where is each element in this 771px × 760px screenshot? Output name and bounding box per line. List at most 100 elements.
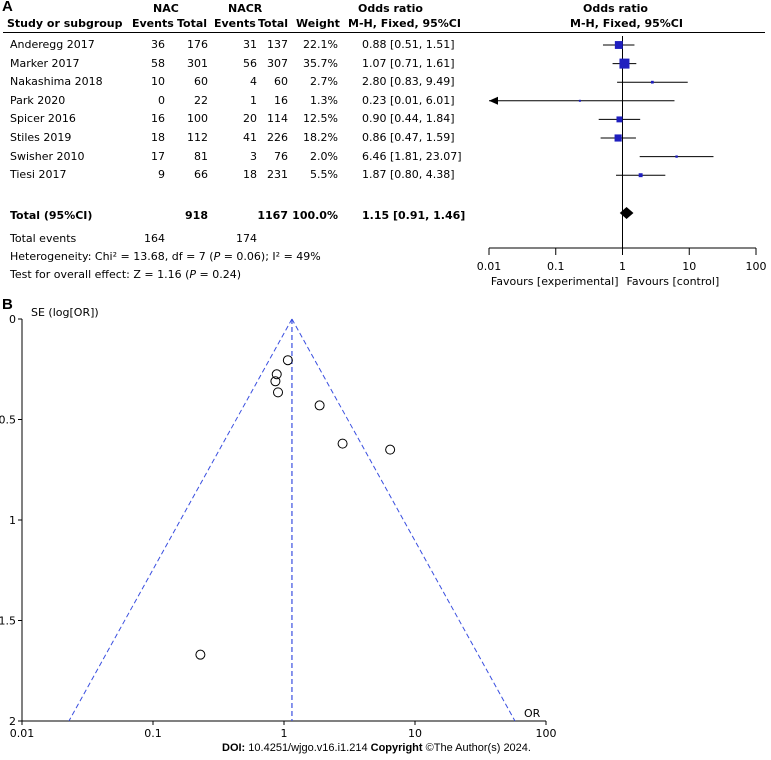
ci-text: 0.90 [0.44, 1.84]: [362, 112, 455, 126]
ci-text: 1.07 [0.71, 1.61]: [362, 56, 455, 70]
funnel-point: [385, 444, 396, 455]
weight-value: 1.3%: [310, 93, 338, 107]
funnel-y-label: SE (log[OR]): [31, 306, 99, 319]
footer-credit: DOI: 10.4251/wjgo.v16.i1.214 Copyright ©…: [222, 742, 531, 754]
total2-header: Total: [258, 17, 289, 30]
weight-value: 35.7%: [303, 56, 338, 70]
funnel-point: [273, 387, 284, 398]
funnel-x-tick-label: 1: [281, 727, 288, 740]
favours-right-label: Favours [control]: [627, 275, 720, 288]
funnel-y-tick-label: 1: [9, 514, 16, 527]
events1-value: 0: [158, 93, 165, 107]
total1-value: 918: [185, 209, 208, 222]
funnel-limit-right: [291, 318, 516, 722]
total1-value: 81: [194, 149, 208, 163]
total2-value: 307: [267, 56, 288, 70]
total2-value: 76: [274, 149, 288, 163]
total1-value: 66: [194, 168, 208, 182]
events2-value: 56: [243, 56, 257, 70]
study-name: Stiles 2019: [10, 131, 72, 144]
funnel-x-tick-label: 0.1: [144, 727, 162, 740]
study-header: Study or subgroup: [7, 17, 123, 30]
weight-value: 2.7%: [310, 75, 338, 89]
study-name: Tiesi 2017: [10, 168, 67, 182]
ci-text: 0.86 [0.47, 1.59]: [362, 131, 455, 144]
events2-value: 41: [243, 131, 257, 144]
events1-value: 58: [151, 56, 165, 70]
study-marker: [614, 41, 623, 49]
total1-value: 176: [187, 38, 208, 51]
or-method-header: M-H, Fixed, 95%CI: [348, 17, 461, 30]
total2-value: 231: [267, 168, 288, 182]
funnel-y-tick-label: 2: [9, 715, 16, 728]
events1-value: 9: [158, 168, 165, 182]
funnel-x-label: OR: [524, 707, 541, 720]
ci-text: 0.88 [0.51, 1.51]: [362, 38, 455, 51]
weight-value: 22.1%: [303, 38, 338, 51]
ci-text: 6.46 [1.81, 23.07]: [362, 149, 462, 163]
total2-value: 137: [267, 38, 288, 51]
weight-value: 12.5%: [303, 112, 338, 126]
ci-arrow: [489, 96, 498, 105]
events1-value: 10: [151, 75, 165, 89]
forest-x-tick-label: 1: [619, 260, 626, 273]
funnel-limit-left: [68, 318, 293, 722]
total-label: Total (95%CI): [10, 209, 93, 222]
study-marker: [578, 99, 581, 102]
total1-header: Total: [177, 17, 208, 30]
weight-value: 18.2%: [303, 131, 338, 144]
total-events1: 164: [144, 232, 165, 245]
total2-value: 1167: [257, 209, 288, 222]
funnel-point: [270, 376, 281, 387]
heterogeneity-text: Heterogeneity: Chi² = 13.68, df = 7 (P =…: [10, 250, 321, 263]
forest-x-tick-label: 0.01: [477, 260, 502, 273]
study-name: Nakashima 2018: [10, 75, 103, 89]
events1-value: 18: [151, 131, 165, 144]
funnel-x-tick-label: 0.01: [10, 727, 35, 740]
header-rule: [3, 32, 765, 33]
study-marker: [675, 155, 678, 158]
panel-b-label: B: [2, 296, 13, 313]
forest-x-tick-label: 0.1: [547, 260, 565, 273]
funnel-point: [314, 400, 325, 411]
funnel-x-tick-label: 10: [408, 727, 422, 740]
total1-value: 112: [187, 131, 208, 144]
events1-value: 17: [151, 149, 165, 163]
funnel-point: [195, 649, 206, 660]
weight-value: 2.0%: [310, 149, 338, 163]
study-marker: [614, 134, 622, 142]
forest-x-tick-label: 100: [746, 260, 767, 273]
events2-value: 1: [250, 93, 257, 107]
overall-effect-text: Test for overall effect: Z = 1.16 (P = 0…: [10, 268, 242, 281]
total2-value: 114: [267, 112, 288, 126]
events1-value: 36: [151, 38, 165, 51]
study-marker: [619, 58, 630, 69]
plot-title-header: Odds ratio: [583, 2, 648, 15]
funnel-y-tick-label: 0.5: [0, 414, 16, 427]
funnel-x-tick-label: 100: [536, 727, 557, 740]
total-diamond: [619, 207, 634, 219]
or-title-header: Odds ratio: [358, 2, 423, 15]
weight-header: Weight: [296, 17, 340, 30]
total1-value: 22: [194, 93, 208, 107]
panel-a-label: A: [2, 0, 13, 15]
events2-value: 3: [250, 149, 257, 163]
total-events2: 174: [236, 232, 257, 245]
group1-header: NAC: [153, 2, 179, 15]
total2-value: 60: [274, 75, 288, 89]
study-name: Marker 2017: [10, 56, 80, 70]
events2-value: 20: [243, 112, 257, 126]
events2-value: 31: [243, 38, 257, 51]
events2-header: Events: [214, 17, 256, 30]
weight-value: 5.5%: [310, 168, 338, 182]
funnel-y-tick-label: 1.5: [0, 615, 16, 628]
funnel-point: [271, 369, 282, 380]
events2-value: 4: [250, 75, 257, 89]
events1-header: Events: [132, 17, 174, 30]
ci-text: 2.80 [0.83, 9.49]: [362, 75, 455, 89]
group2-header: NACR: [228, 2, 263, 15]
study-marker: [638, 173, 643, 178]
total-weight: 100.0%: [292, 209, 338, 222]
funnel-point: [337, 438, 348, 449]
